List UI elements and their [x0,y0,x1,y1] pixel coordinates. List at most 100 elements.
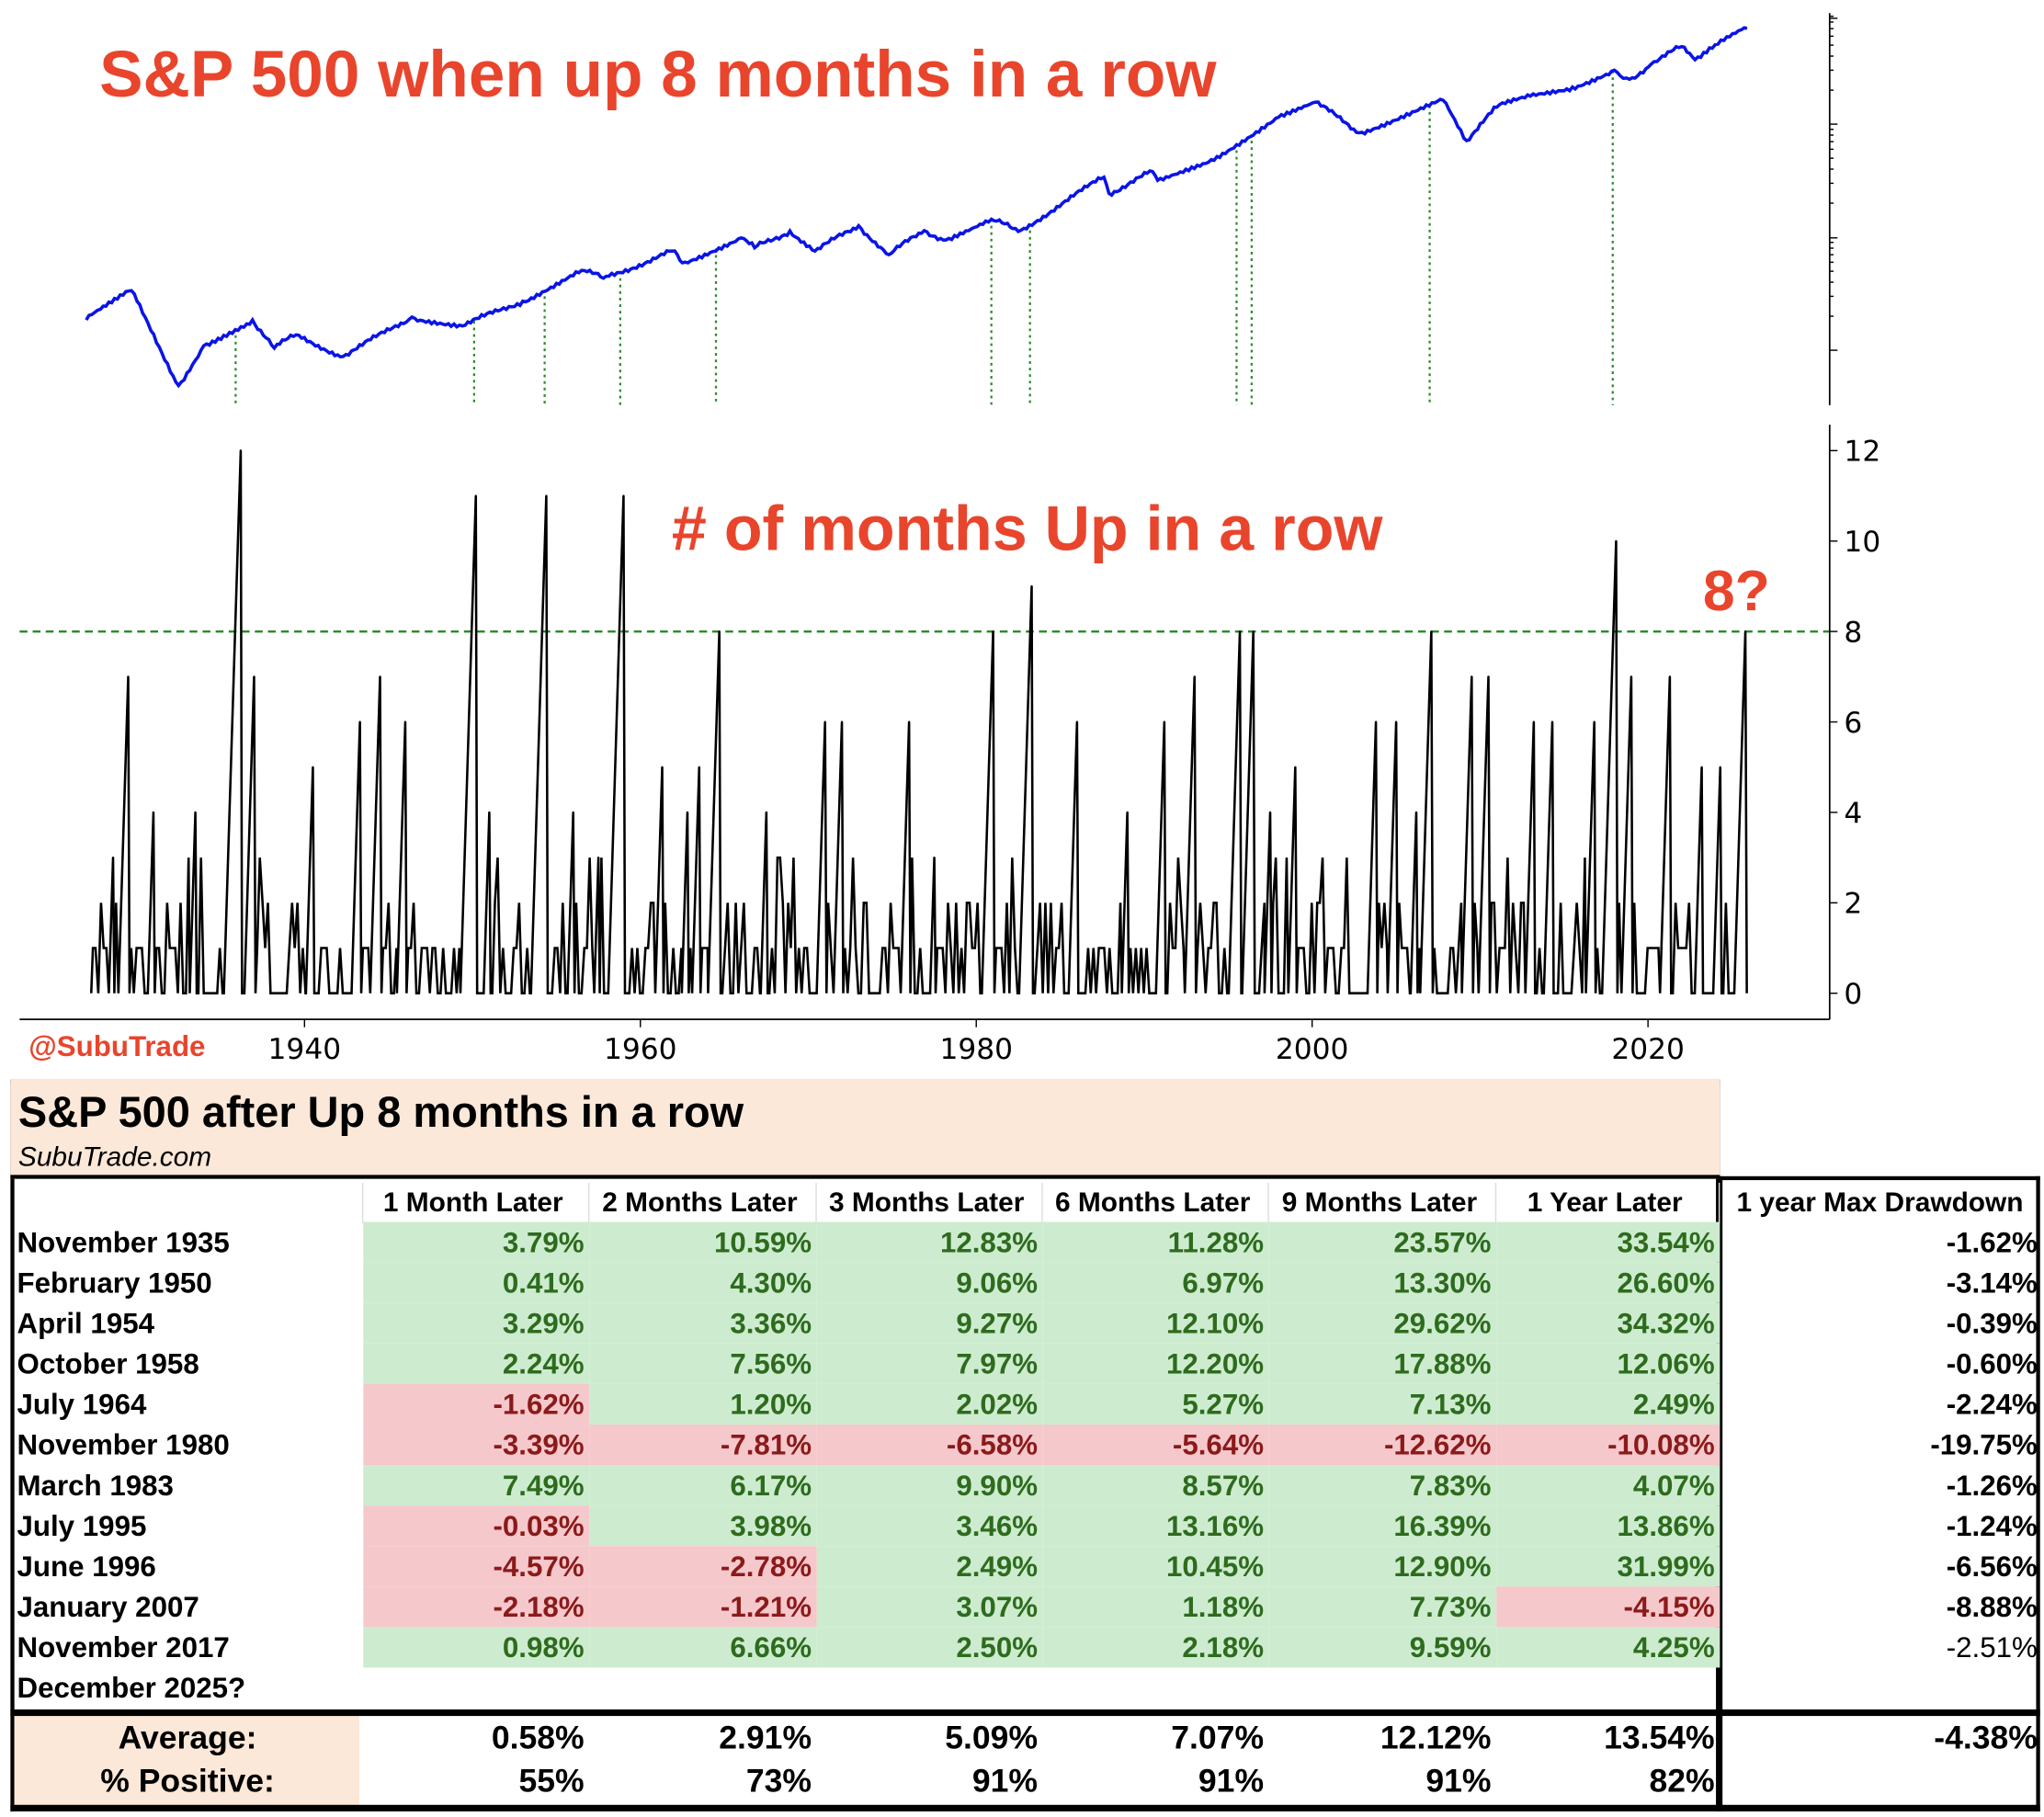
cell-value: 2.02% [816,1383,1043,1425]
streak-peak-point [765,811,767,814]
streak-peak-point [622,494,625,497]
cell-value: 10.45% [1042,1546,1269,1587]
streak-peak-point [596,856,600,859]
streak-peak-point [1238,630,1242,633]
streak-peak-point [1615,539,1618,542]
cell-value: -4.15% [1496,1586,1720,1628]
streak-peak-point [1374,721,1378,723]
cell-value: 1.20% [589,1383,817,1425]
cell-value: 13.86% [1496,1505,1720,1547]
streak-peak-point [698,766,700,768]
summary-label-bg [14,1716,360,1805]
streak-peak-point [1075,721,1078,723]
cell-value: 3.79% [363,1221,590,1263]
streak-peak-point [111,856,115,859]
cell-value: 2.49% [816,1546,1043,1587]
cell-value: 26.60% [1496,1262,1720,1303]
streak-peak-point [1593,721,1595,723]
cell-value: 3.29% [363,1302,590,1344]
cell-value: 13.54% [1604,1720,1715,1757]
cell-value: 7.13% [1268,1383,1497,1425]
cell-value: -1.21% [589,1586,817,1628]
cell-value: 7.49% [363,1465,590,1506]
row-label: June 1996 [17,1549,156,1583]
cell-value: -6.56% [1946,1549,2038,1583]
table-row: December 2025? [15,1667,2043,1708]
row-label: February 1950 [17,1266,212,1299]
x-tick-label: 2000 [1276,1033,1349,1066]
streak-peak-point [1294,766,1297,768]
cell-value: 0.58% [491,1720,585,1757]
cell-value [817,1667,1043,1708]
x-tick-label: 2020 [1611,1033,1685,1066]
row-label: Average: [118,1720,257,1757]
table-row: March 1983 7.49% 6.17% 9.90% 8.57% 7.83% 4.07%… [15,1465,2043,1506]
cell-value: -1.62% [363,1383,590,1425]
cell-value: 3.07% [816,1586,1043,1628]
table-bottom-border [10,1804,2040,1811]
cell-value: 7.73% [1268,1586,1497,1628]
streak-peak-point [1471,676,1473,678]
row-label: July 1964 [17,1387,147,1420]
cell-value: 10.59% [589,1221,817,1263]
cell-value: 16.39% [1268,1505,1497,1547]
price-series-line [85,26,1748,389]
streak-y-tick-label: 6 [1844,707,1862,740]
cell-value: 9.27% [816,1302,1043,1344]
cell-value: 12.20% [1042,1343,1269,1384]
table-row: November 1980 -3.39% -7.81% -6.58% -5.64% -12… [15,1424,2043,1466]
row-label: December 2025? [17,1671,246,1704]
cell-value: 6.97% [1042,1262,1269,1303]
cell-value: 13.30% [1268,1262,1497,1303]
cell-value [1722,1762,2042,1802]
cell-value: 9.59% [1268,1627,1497,1668]
cell-value: -5.64% [1042,1424,1269,1466]
cell-value: 2.18% [1042,1627,1269,1668]
cell-value [1496,1667,1720,1708]
table-row: July 1964 -1.62% 1.20% 2.02% 5.27% 7.13% 2.49%… [15,1383,2043,1425]
streak-y-tick-label: 12 [1844,436,1880,469]
row-label: January 2007 [17,1589,199,1623]
streak-y-tick-label: 10 [1844,526,1880,559]
streak-peak-point [686,811,689,814]
cell-value: 73% [745,1763,812,1800]
cell-value: 7.97% [816,1343,1043,1384]
streak-peak-point [823,721,826,723]
table-header: S&P 500 after Up 8 months in a row SubuT… [10,1079,1720,1179]
table-row: October 1958 2.24% 7.56% 7.97% 12.20% 17.88% 1… [15,1343,2043,1384]
column-header: 2 Months Later [589,1182,817,1223]
cell-value: -12.62% [1268,1424,1497,1466]
cell-value: 31.99% [1496,1546,1720,1587]
cell-value: 2.24% [363,1343,590,1384]
streak-peak-point [1532,721,1536,723]
cell-value: 2.49% [1496,1383,1720,1425]
cell-value: 13.16% [1042,1505,1269,1547]
row-label: November 2017 [17,1630,230,1664]
cell-value: -0.39% [1946,1306,2038,1339]
column-header [15,1182,364,1223]
cell-value: -0.60% [1946,1346,2038,1380]
streak-peak-point [1252,630,1255,633]
streak-peak-point [152,811,155,814]
streak-peak-point [572,811,574,814]
streak-peak-point [1630,676,1632,678]
row-label: November 1980 [17,1427,230,1461]
streak-peak-point [253,676,255,678]
column-header: 1 Month Later [363,1182,590,1223]
summary-row: Average: 0.58% 2.91% 5.09% 7.07% 12.12% 13.54%… [15,1719,2043,1759]
cell-value: 4.07% [1496,1465,1720,1506]
cell-value: 91% [1198,1763,1265,1800]
cell-value: -0.03% [363,1505,590,1547]
cell-value: 91% [1425,1763,1492,1800]
cell-value: 9.06% [816,1262,1043,1303]
streak-y-tick-label: 4 [1844,797,1862,830]
streak-peak-point [474,494,477,497]
streak-peak-point [840,721,844,723]
cell-value: 7.07% [1171,1720,1265,1757]
column-header: 1 Year Later [1496,1182,1720,1223]
cell-value: -6.58% [816,1424,1043,1466]
cell-value: -1.26% [1946,1468,2038,1502]
streak-peak-point [992,630,994,633]
table-row: January 2007 -2.18% -1.21% 3.07% 1.18% 7.73% -… [15,1586,2043,1628]
column-header: 1 year Max Drawdown [1736,1187,2024,1218]
